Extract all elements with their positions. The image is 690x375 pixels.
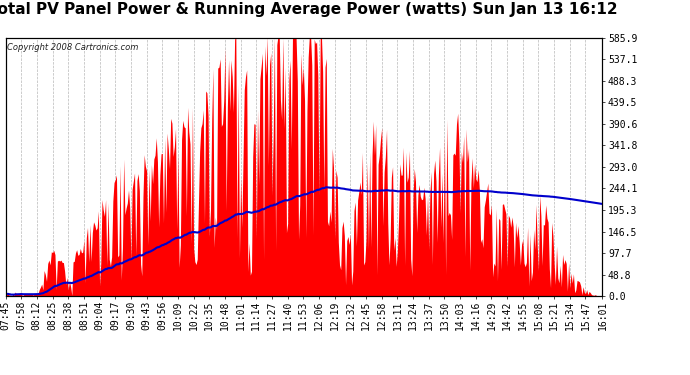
Text: Copyright 2008 Cartronics.com: Copyright 2008 Cartronics.com — [7, 43, 138, 52]
Text: Total PV Panel Power & Running Average Power (watts) Sun Jan 13 16:12: Total PV Panel Power & Running Average P… — [0, 2, 618, 17]
